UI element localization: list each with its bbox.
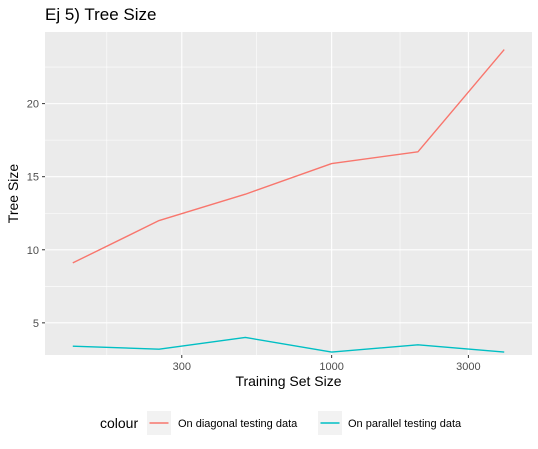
y-axis-title: Tree Size bbox=[5, 164, 21, 224]
legend-label: On diagonal testing data bbox=[178, 418, 298, 430]
legend-label: On parallel testing data bbox=[348, 418, 462, 430]
legend-items: On diagonal testing data On parallel test… bbox=[147, 411, 462, 435]
major-grid bbox=[45, 32, 532, 355]
x-tick-label: 3000 bbox=[456, 361, 480, 373]
legend-title: colour bbox=[100, 415, 138, 431]
series-layer bbox=[72, 49, 505, 353]
x-tick-label: 300 bbox=[173, 361, 191, 373]
y-tick-label: 10 bbox=[27, 245, 39, 257]
legend: colour On diagonal testing data On parall… bbox=[100, 411, 462, 435]
x-axis-title: Training Set Size bbox=[235, 373, 341, 389]
series-line-2 bbox=[72, 336, 505, 353]
y-tick-label: 20 bbox=[27, 99, 39, 111]
x-tick-label: 1000 bbox=[319, 361, 343, 373]
y-tick-label: 5 bbox=[33, 318, 39, 330]
chart-title: Ej 5) Tree Size bbox=[45, 5, 157, 24]
series-line-1 bbox=[72, 49, 505, 264]
tick-labels: 5 10 15 20 300 1000 3000 bbox=[27, 99, 481, 373]
axis-ticks bbox=[42, 103, 469, 358]
minor-grid bbox=[45, 32, 532, 355]
y-tick-label: 15 bbox=[27, 172, 39, 184]
plot-panel bbox=[45, 32, 532, 355]
